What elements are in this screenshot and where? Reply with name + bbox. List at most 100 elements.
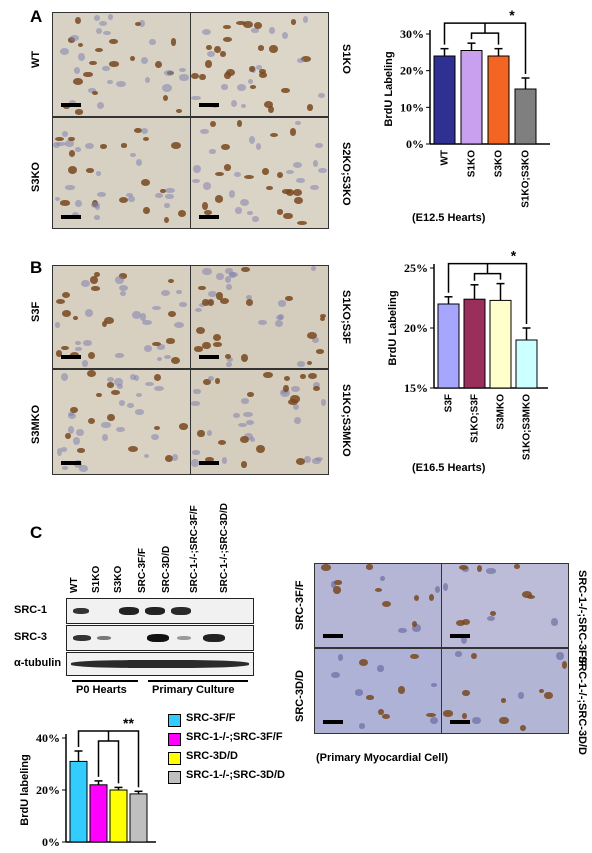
cell-nucleus <box>82 359 89 367</box>
cell-nucleus <box>216 292 223 301</box>
cell-nucleus <box>166 338 175 344</box>
scale-bar <box>199 355 219 359</box>
cell-nucleus <box>70 351 80 358</box>
cell-nucleus <box>462 689 470 696</box>
y-tick-label: 20% <box>36 783 60 797</box>
cell-nucleus <box>163 70 174 76</box>
panel-b-letter: B <box>30 258 43 277</box>
cell-nucleus <box>297 57 305 64</box>
cell-nucleus <box>135 409 144 415</box>
cell-nucleus <box>455 651 462 657</box>
cell-nucleus <box>90 286 101 291</box>
label-b-s3mko: S3MKO <box>30 404 42 444</box>
x-tick-label: S1KO;S3F <box>470 394 481 443</box>
cell-nucleus <box>262 168 269 175</box>
label-c-src3ff: SRC-3F/F <box>294 580 306 631</box>
cell-nucleus <box>227 356 234 362</box>
cell-nucleus <box>411 624 421 632</box>
cell-nucleus <box>296 458 306 465</box>
cell-nucleus <box>176 108 182 113</box>
cell-nucleus <box>178 422 189 430</box>
bar <box>129 793 148 843</box>
cell-nucleus <box>248 136 256 144</box>
bar <box>433 55 456 145</box>
cell-nucleus <box>84 142 95 150</box>
cell-nucleus <box>292 161 303 168</box>
cell-nucleus <box>96 102 105 110</box>
cell-nucleus <box>57 447 63 456</box>
cell-nucleus <box>366 695 375 700</box>
cell-nucleus <box>148 38 156 46</box>
cell-nucleus <box>277 300 287 307</box>
cell-nucleus <box>222 36 233 43</box>
cell-nucleus <box>259 68 266 74</box>
cell-nucleus <box>236 84 247 91</box>
cell-nucleus <box>135 158 143 166</box>
cell-nucleus <box>168 278 175 283</box>
scale-bar <box>450 720 470 724</box>
cell-nucleus <box>162 84 173 92</box>
cell-nucleus <box>458 564 468 570</box>
cell-nucleus <box>251 216 260 223</box>
cell-nucleus <box>65 139 74 148</box>
cell-nucleus <box>306 360 313 365</box>
cell-nucleus <box>224 276 231 284</box>
cell-nucleus <box>204 457 215 463</box>
cell-nucleus <box>275 320 284 328</box>
cell-nucleus <box>230 100 238 108</box>
cell-nucleus <box>304 455 311 463</box>
cell-nucleus <box>295 120 301 125</box>
label-a-s3ko: S3KO <box>30 162 42 192</box>
micrograph-b-s1ko-s3f <box>190 265 329 369</box>
micrograph-c-src3ff <box>314 563 442 648</box>
cell-nucleus <box>289 127 297 136</box>
cell-nucleus <box>127 195 135 203</box>
band <box>177 636 191 640</box>
cell-nucleus <box>295 177 305 184</box>
cell-nucleus <box>247 392 255 397</box>
cell-nucleus <box>207 50 215 57</box>
cell-nucleus <box>55 298 65 305</box>
cell-nucleus <box>319 313 327 319</box>
label-c-src1-src3ff: SRC-1-/-;SRC-3F/F <box>576 570 588 667</box>
cell-nucleus <box>95 171 101 176</box>
y-axis-label: BrdU labeling <box>19 754 31 826</box>
cell-nucleus <box>191 401 201 406</box>
cell-nucleus <box>397 627 407 634</box>
group-line-primary <box>148 680 248 682</box>
cell-nucleus <box>241 354 248 362</box>
cell-nucleus <box>101 433 108 442</box>
cell-nucleus <box>302 15 309 23</box>
cell-nucleus <box>222 25 232 30</box>
cell-nucleus <box>208 299 215 307</box>
cell-nucleus <box>315 349 325 354</box>
cell-nucleus <box>74 147 81 152</box>
scale-bar <box>199 461 219 465</box>
cell-nucleus <box>129 373 136 380</box>
cell-nucleus <box>526 595 536 600</box>
cell-nucleus <box>330 581 337 589</box>
cell-nucleus <box>308 372 318 380</box>
significance-star: * <box>511 248 517 264</box>
cell-nucleus <box>226 362 233 367</box>
cell-nucleus <box>101 422 111 428</box>
cell-nucleus <box>55 137 64 142</box>
cell-nucleus <box>54 196 61 202</box>
cell-nucleus <box>55 350 63 358</box>
cell-nucleus <box>461 712 467 720</box>
cell-nucleus <box>409 653 419 660</box>
cell-nucleus <box>114 353 125 358</box>
significance-sub-bracket <box>97 740 120 784</box>
cell-nucleus <box>85 168 94 173</box>
bar-chart-b: 15% 20% 25% BrdU Labeling S3F S1KO;S3F S3MKO S1… <box>387 248 548 460</box>
cell-nucleus <box>256 445 265 454</box>
label-b-s1ko-s3f: S1KO;S3F <box>340 290 352 344</box>
cell-nucleus <box>224 164 232 171</box>
cell-nucleus <box>247 78 254 84</box>
cell-nucleus <box>203 378 211 386</box>
label-c-src1-src3dd: SRC-1-/-;SRC-3D/D <box>576 656 588 755</box>
cell-nucleus <box>235 207 243 214</box>
lane-label: SRC-1-/-;SRC-3D/D <box>219 503 230 593</box>
cell-nucleus <box>116 426 126 433</box>
blot-row-label-src3: SRC-3 <box>14 631 48 643</box>
